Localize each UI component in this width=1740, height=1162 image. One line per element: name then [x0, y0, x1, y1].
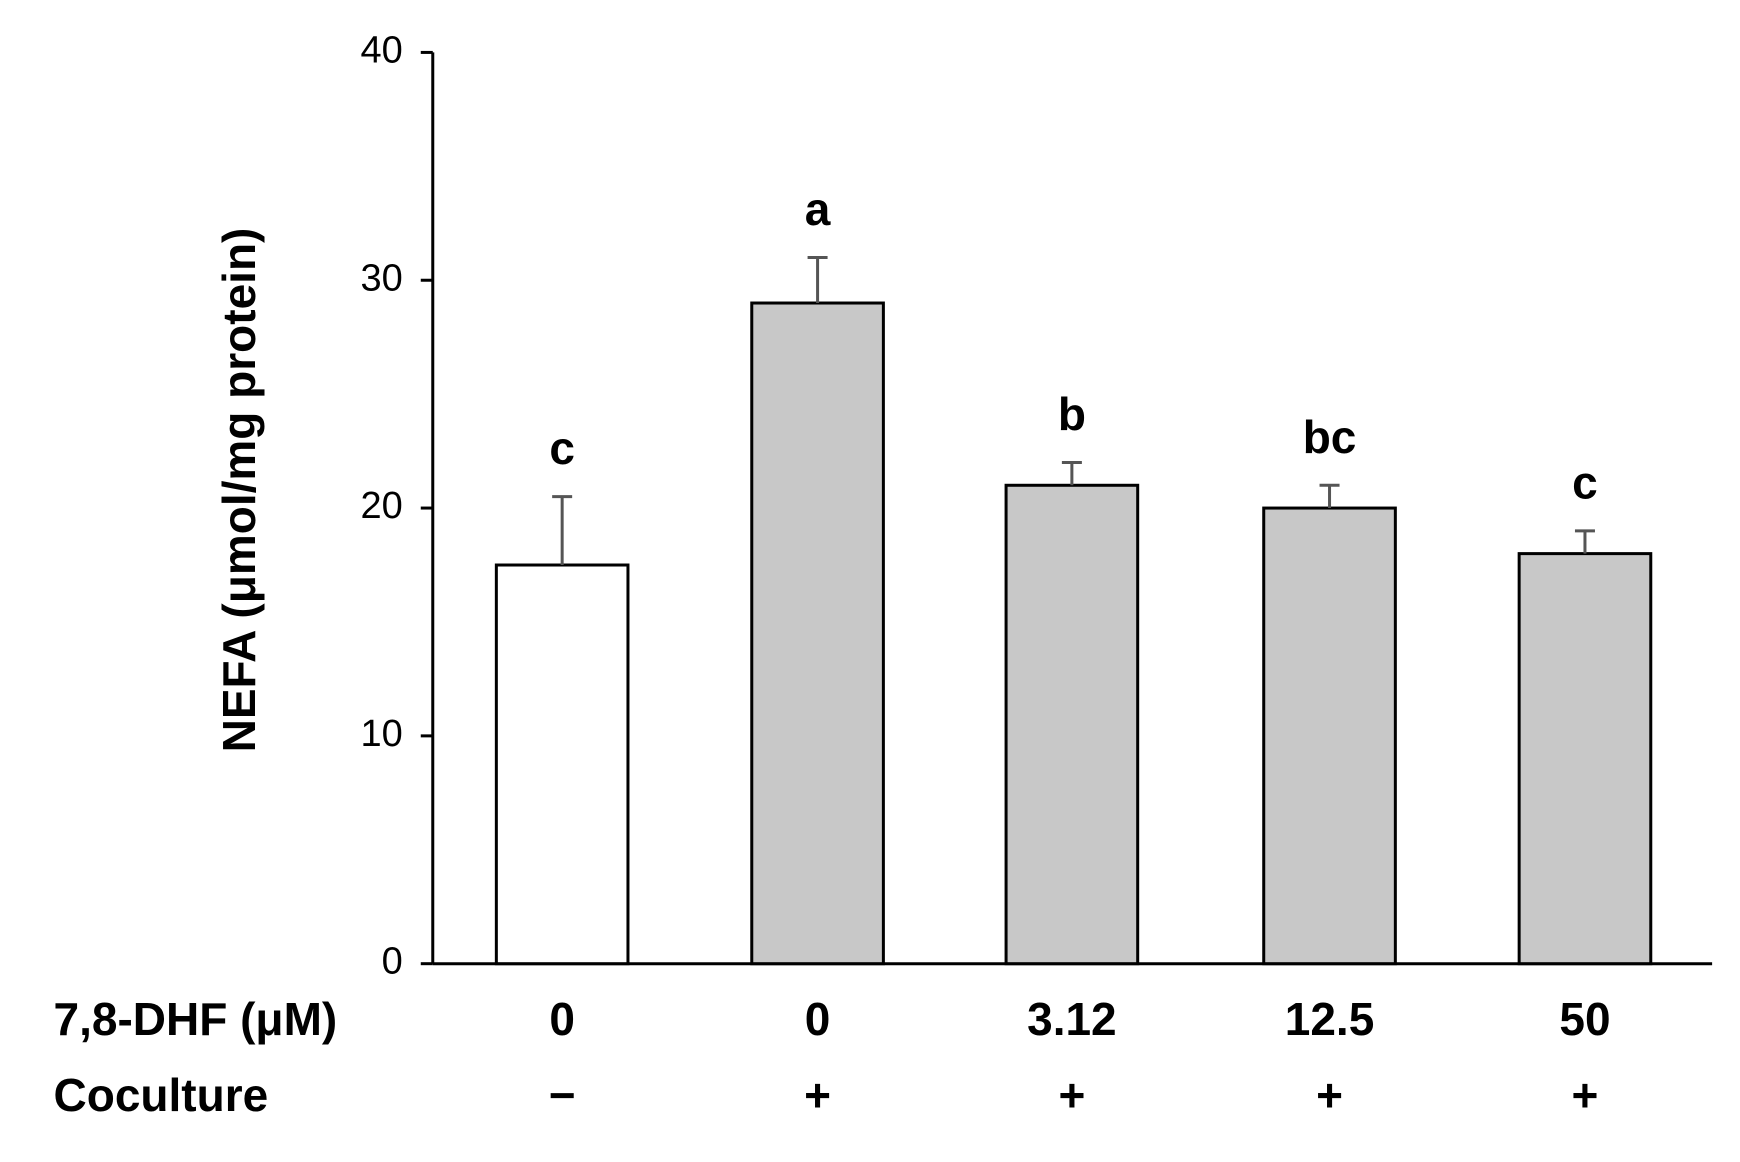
- annotation: bc: [1303, 411, 1357, 463]
- bar: [494, 563, 630, 966]
- bar: [1004, 483, 1140, 966]
- error-bar: [1319, 483, 1340, 509]
- coculture-label: +: [804, 1069, 831, 1121]
- x-tick-label: 3.12: [1027, 993, 1117, 1045]
- row-label: Coculture: [54, 1069, 269, 1121]
- annotation: a: [805, 183, 831, 235]
- y-tick-label: 0: [382, 941, 403, 983]
- x-tick-label: 50: [1559, 993, 1610, 1045]
- bar: [750, 301, 885, 966]
- error-bar: [1574, 529, 1595, 554]
- error-bar: [1061, 460, 1082, 486]
- x-tick-label: 0: [549, 993, 575, 1045]
- coculture-label: +: [1316, 1069, 1343, 1121]
- y-tick-label: 30: [360, 257, 402, 299]
- error-bar: [552, 495, 573, 566]
- coculture-label: +: [1572, 1069, 1599, 1121]
- bar: [1517, 552, 1653, 966]
- coculture-label: −: [549, 1069, 576, 1121]
- coculture-label: +: [1058, 1069, 1085, 1121]
- bar: [1262, 506, 1397, 966]
- annotation: b: [1058, 388, 1086, 440]
- error-bar: [807, 255, 828, 304]
- y-tick-label: 20: [360, 485, 402, 527]
- y-axis-label: NEFA (μmol/mg protein): [213, 228, 265, 753]
- y-tick-label: 40: [360, 29, 402, 71]
- y-tick-label: 10: [360, 713, 402, 755]
- annotation: c: [549, 422, 575, 474]
- x-tick-label: 12.5: [1285, 993, 1375, 1045]
- annotation: c: [1572, 456, 1598, 508]
- row-label: 7,8-DHF (μM): [54, 993, 338, 1045]
- x-tick-label: 0: [805, 993, 831, 1045]
